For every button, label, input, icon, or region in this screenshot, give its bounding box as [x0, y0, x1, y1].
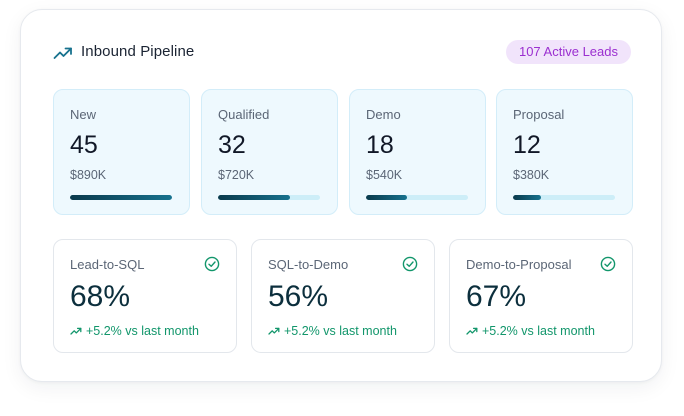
- stage-progress-bar: [366, 195, 468, 200]
- trending-up-icon: [53, 47, 72, 59]
- stage-count: 32: [218, 131, 246, 159]
- stage-count: 12: [513, 131, 541, 159]
- stage-card-proposal[interactable]: Proposal 12 $380K: [496, 89, 633, 215]
- card-header: Inbound Pipeline 107 Active Leads: [53, 40, 631, 66]
- stage-value: $890K: [70, 168, 107, 182]
- stage-progress-fill: [366, 195, 407, 200]
- stage-label: Demo: [366, 107, 401, 122]
- stage-label: Qualified: [218, 107, 270, 122]
- stage-progress-bar: [513, 195, 615, 200]
- check-circle-icon: [402, 256, 418, 272]
- conversion-rate: 67%: [466, 280, 527, 313]
- conversion-rates: Lead-to-SQL 68% +5.2% vs last month SQL-…: [53, 239, 633, 353]
- stage-card-qualified[interactable]: Qualified 32 $720K: [201, 89, 338, 215]
- trending-up-icon: [70, 327, 82, 335]
- stage-count: 18: [366, 131, 394, 159]
- pipeline-stages: New 45 $890K Qualified 32 $720K Demo 18 …: [53, 89, 633, 215]
- check-circle-icon: [204, 256, 220, 272]
- conversion-label: Demo-to-Proposal: [466, 257, 572, 272]
- conversion-trend-text: +5.2% vs last month: [284, 324, 397, 338]
- conversion-rate: 68%: [70, 280, 131, 313]
- stage-card-demo[interactable]: Demo 18 $540K: [349, 89, 486, 215]
- stage-card-new[interactable]: New 45 $890K: [53, 89, 190, 215]
- conversion-rate: 56%: [268, 280, 329, 313]
- stage-label: New: [70, 107, 97, 122]
- conversion-card-sql-to-demo[interactable]: SQL-to-Demo 56% +5.2% vs last month: [251, 239, 435, 353]
- stage-value: $720K: [218, 168, 255, 182]
- conversion-label: SQL-to-Demo: [268, 257, 349, 272]
- stage-progress-fill: [218, 195, 291, 200]
- pipeline-card: Inbound Pipeline 107 Active Leads New 45…: [20, 9, 662, 382]
- stage-progress-fill: [513, 195, 541, 200]
- trending-up-icon: [268, 327, 280, 335]
- stage-progress-fill: [70, 195, 172, 200]
- conversion-trend-text: +5.2% vs last month: [86, 324, 199, 338]
- conversion-trend: +5.2% vs last month: [466, 324, 595, 340]
- stage-value: $540K: [366, 168, 403, 182]
- conversion-trend: +5.2% vs last month: [268, 324, 397, 340]
- stage-count: 45: [70, 131, 98, 159]
- active-leads-badge: 107 Active Leads: [505, 40, 631, 64]
- conversion-trend-text: +5.2% vs last month: [482, 324, 595, 338]
- trending-up-icon: [466, 327, 478, 335]
- stage-progress-bar: [218, 195, 320, 200]
- conversion-card-lead-to-sql[interactable]: Lead-to-SQL 68% +5.2% vs last month: [53, 239, 237, 353]
- check-circle-icon: [600, 256, 616, 272]
- conversion-label: Lead-to-SQL: [70, 257, 145, 272]
- stage-label: Proposal: [513, 107, 565, 122]
- conversion-card-demo-to-proposal[interactable]: Demo-to-Proposal 67% +5.2% vs last month: [449, 239, 633, 353]
- stage-value: $380K: [513, 168, 550, 182]
- card-title: Inbound Pipeline: [81, 43, 195, 60]
- conversion-trend: +5.2% vs last month: [70, 324, 199, 340]
- stage-progress-bar: [70, 195, 172, 200]
